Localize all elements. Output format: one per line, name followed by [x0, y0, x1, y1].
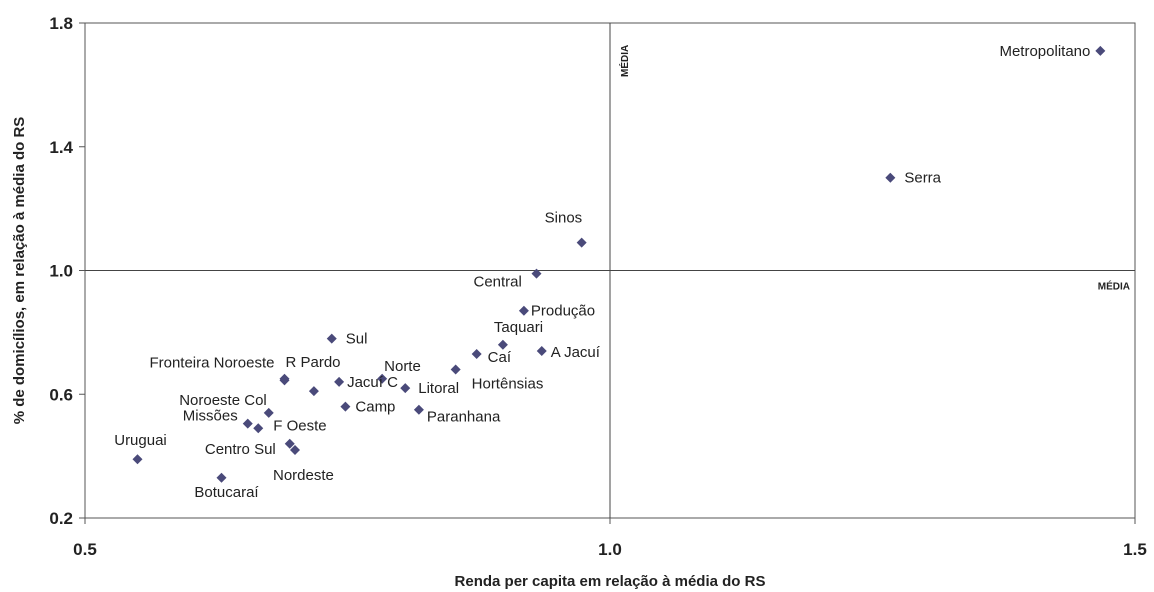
data-point: [284, 438, 295, 449]
data-point: [518, 305, 529, 316]
data-label: Produção: [531, 303, 595, 320]
data-point: [263, 407, 274, 418]
x-tick-label: 1.5: [1123, 540, 1147, 559]
y-tick-label: 1.0: [49, 262, 73, 281]
data-labels: Metropolitano Serra Sinos Central Produção Su…: [114, 43, 1090, 501]
data-label: Noroeste Col: [179, 392, 267, 409]
data-point: [279, 375, 290, 386]
media-horizontal-label: MÉDIA: [1098, 280, 1130, 293]
data-label: Litoral: [418, 380, 459, 397]
data-points: [132, 45, 1106, 483]
data-point: [450, 364, 461, 375]
data-point: [326, 333, 337, 344]
media-vertical-label: MÉDIA: [618, 45, 631, 77]
y-tick-label: 1.4: [49, 138, 73, 157]
data-label: Central: [474, 274, 522, 291]
data-point: [334, 376, 345, 387]
data-point: [377, 373, 388, 384]
data-label: Missões: [183, 408, 238, 425]
data-label: Jacuí C: [347, 374, 398, 391]
data-label: Metropolitano: [999, 43, 1090, 60]
y-axis: 0.2 0.6 1.0 1.4 1.8: [49, 14, 85, 528]
y-tick-label: 0.2: [49, 509, 73, 528]
y-axis-title: % de domicílios, em relação à média do R…: [11, 117, 28, 425]
data-label: A Jacuí: [551, 344, 601, 361]
x-axis: 0.5 1.0 1.5: [73, 518, 1147, 559]
data-point: [413, 404, 424, 415]
data-point: [132, 454, 143, 465]
data-label: Botucaraí: [194, 484, 259, 501]
data-point: [497, 339, 508, 350]
data-label: Camp: [355, 399, 395, 416]
data-point: [576, 237, 587, 248]
data-point: [885, 172, 896, 183]
data-label: Norte: [384, 358, 421, 375]
data-point: [242, 418, 253, 429]
data-label: F Oeste: [273, 417, 326, 434]
data-point: [531, 268, 542, 279]
data-label: Centro Sul: [205, 441, 276, 458]
data-point: [253, 423, 264, 434]
data-label: Hortênsias: [472, 376, 544, 393]
data-label: Uruguai: [114, 432, 167, 449]
data-label: Caí: [488, 349, 512, 366]
data-point: [290, 444, 300, 455]
data-point: [308, 386, 319, 397]
y-tick-label: 1.8: [49, 14, 73, 33]
x-tick-label: 1.0: [598, 540, 622, 559]
x-axis-title: Renda per capita em relação à média do R…: [455, 573, 766, 590]
data-label: Paranhana: [427, 409, 501, 426]
data-point: [1095, 45, 1106, 56]
data-point: [471, 349, 482, 360]
x-tick-label: 0.5: [73, 540, 97, 559]
data-label: Sinos: [545, 210, 583, 227]
data-point: [536, 345, 547, 356]
y-tick-label: 0.6: [49, 385, 73, 404]
data-point: [340, 401, 351, 412]
data-label: Taquari: [494, 319, 543, 336]
data-label: Sul: [346, 331, 368, 348]
data-label: Fronteira Noroeste: [149, 354, 274, 371]
data-point: [400, 383, 411, 394]
data-point: [216, 472, 227, 483]
data-label: Serra: [904, 170, 941, 187]
data-label: Nordeste: [273, 467, 334, 484]
data-label: R Pardo: [286, 354, 341, 371]
